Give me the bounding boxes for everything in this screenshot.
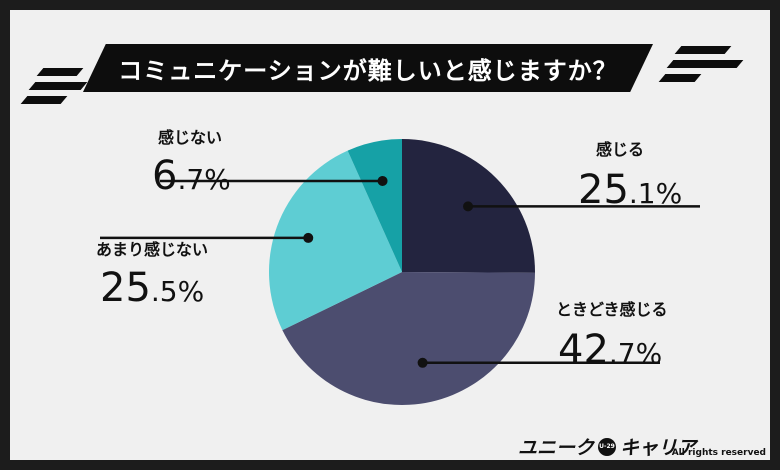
leader-dot-3 xyxy=(377,175,388,186)
label-name-2: あまり感じない xyxy=(96,240,209,259)
pie-slice-2 xyxy=(269,150,402,331)
logo-badge-icon: U-29 xyxy=(597,437,616,456)
title-banner: コミュニケーションが難しいと感じますか？ xyxy=(83,44,653,92)
chart-title: コミュニケーションが難しいと感じますか？ xyxy=(118,56,618,85)
brand-logo: ユニーク U-29 キャリア xyxy=(517,437,696,459)
label-value-3: 6.7% xyxy=(152,153,231,199)
label-name-0: 感じる xyxy=(596,140,645,159)
label-name-1: ときどき感じる xyxy=(556,300,668,319)
label-value-1: 42.7% xyxy=(558,327,663,373)
label-value-2: 25.5% xyxy=(100,265,205,311)
leader-dot-1 xyxy=(417,357,428,368)
label-value-0: 25.1% xyxy=(578,167,683,213)
pie-slice-1 xyxy=(282,272,535,406)
label-name-3: 感じない xyxy=(158,128,223,147)
pie-slice-3 xyxy=(347,139,402,272)
rights-text: All rights reserved xyxy=(671,448,766,458)
leader-dot-2 xyxy=(303,232,314,243)
leader-dot-0 xyxy=(463,201,474,212)
